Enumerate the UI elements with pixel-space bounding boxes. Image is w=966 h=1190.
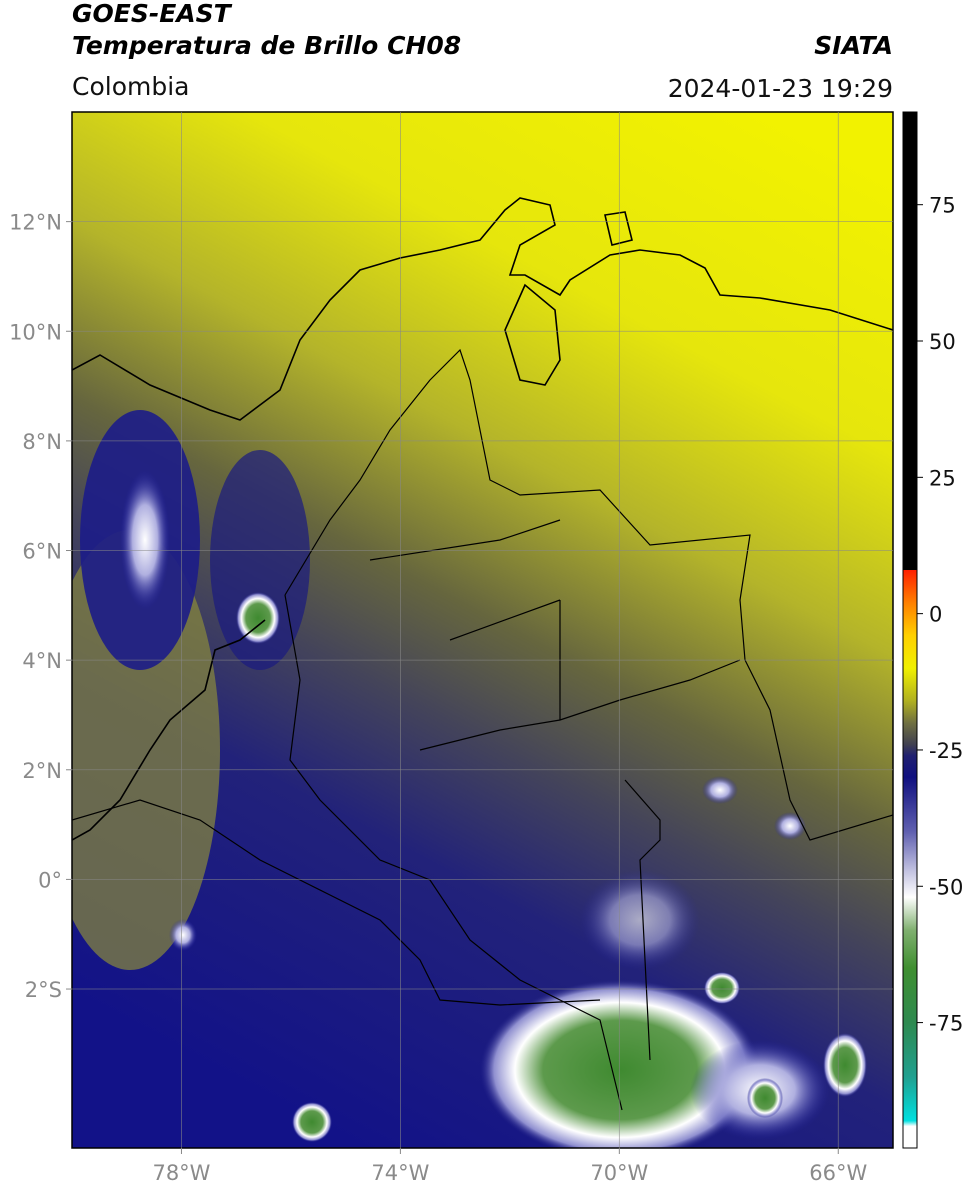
title: Temperatura de Brillo CH08 <box>72 31 461 60</box>
y-tick-label: 10°N <box>9 320 62 344</box>
y-tick-label: 8°N <box>22 430 62 454</box>
x-tick-label: 74°W <box>371 1161 429 1185</box>
y-tick-label: 2°N <box>22 759 62 783</box>
region: Colombia <box>72 72 189 101</box>
y-tick-label: 6°N <box>22 540 62 564</box>
colorbar-label: 0 <box>929 603 942 627</box>
map-frame <box>71 111 894 1149</box>
y-tick-label: 4°N <box>22 649 62 673</box>
borders <box>72 348 893 1111</box>
x-tick-label: 78°W <box>152 1161 210 1185</box>
x-tick-label: 66°W <box>809 1161 867 1185</box>
colorbar-label: -25 <box>929 739 963 763</box>
colorbar-label: 75 <box>929 194 956 218</box>
datetime: 2024-01-23 19:29 <box>668 74 893 103</box>
title: GOES-EAST <box>72 0 233 28</box>
x-tick-label: 70°W <box>590 1161 648 1185</box>
source: SIATA <box>814 31 893 60</box>
colorbar-label: 25 <box>929 466 956 490</box>
y-tick-label: 12°N <box>9 211 62 235</box>
satellite-image <box>72 112 893 1148</box>
coastline <box>72 197 893 841</box>
colorbar-label: 50 <box>929 330 956 354</box>
colorbar <box>902 111 918 1149</box>
colorbar-label: -75 <box>929 1012 963 1036</box>
y-tick-label: 2°S <box>25 978 62 1002</box>
colorbar-label: -50 <box>929 875 963 899</box>
y-tick-label: 0° <box>38 868 62 892</box>
